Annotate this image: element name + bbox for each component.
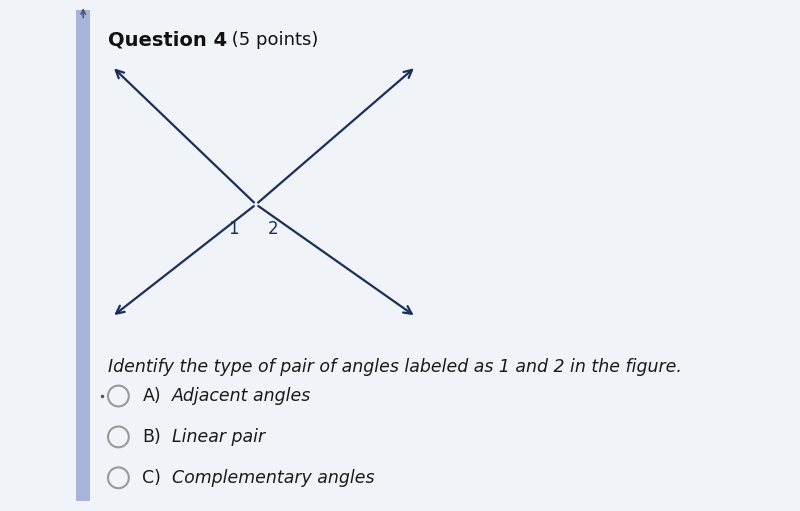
Text: Complementary angles: Complementary angles <box>172 469 374 487</box>
FancyBboxPatch shape <box>76 10 90 501</box>
Text: 1: 1 <box>228 220 238 238</box>
Text: A): A) <box>142 387 161 405</box>
Text: Adjacent angles: Adjacent angles <box>172 387 311 405</box>
Text: B): B) <box>142 428 161 446</box>
Text: Identify the type of pair of angles labeled as 1 and 2 in the figure.: Identify the type of pair of angles labe… <box>108 358 682 376</box>
Text: C): C) <box>142 469 162 487</box>
Text: Question 4: Question 4 <box>108 31 227 50</box>
Text: (5 points): (5 points) <box>226 31 318 49</box>
Text: 2: 2 <box>268 220 278 238</box>
Text: Linear pair: Linear pair <box>172 428 265 446</box>
